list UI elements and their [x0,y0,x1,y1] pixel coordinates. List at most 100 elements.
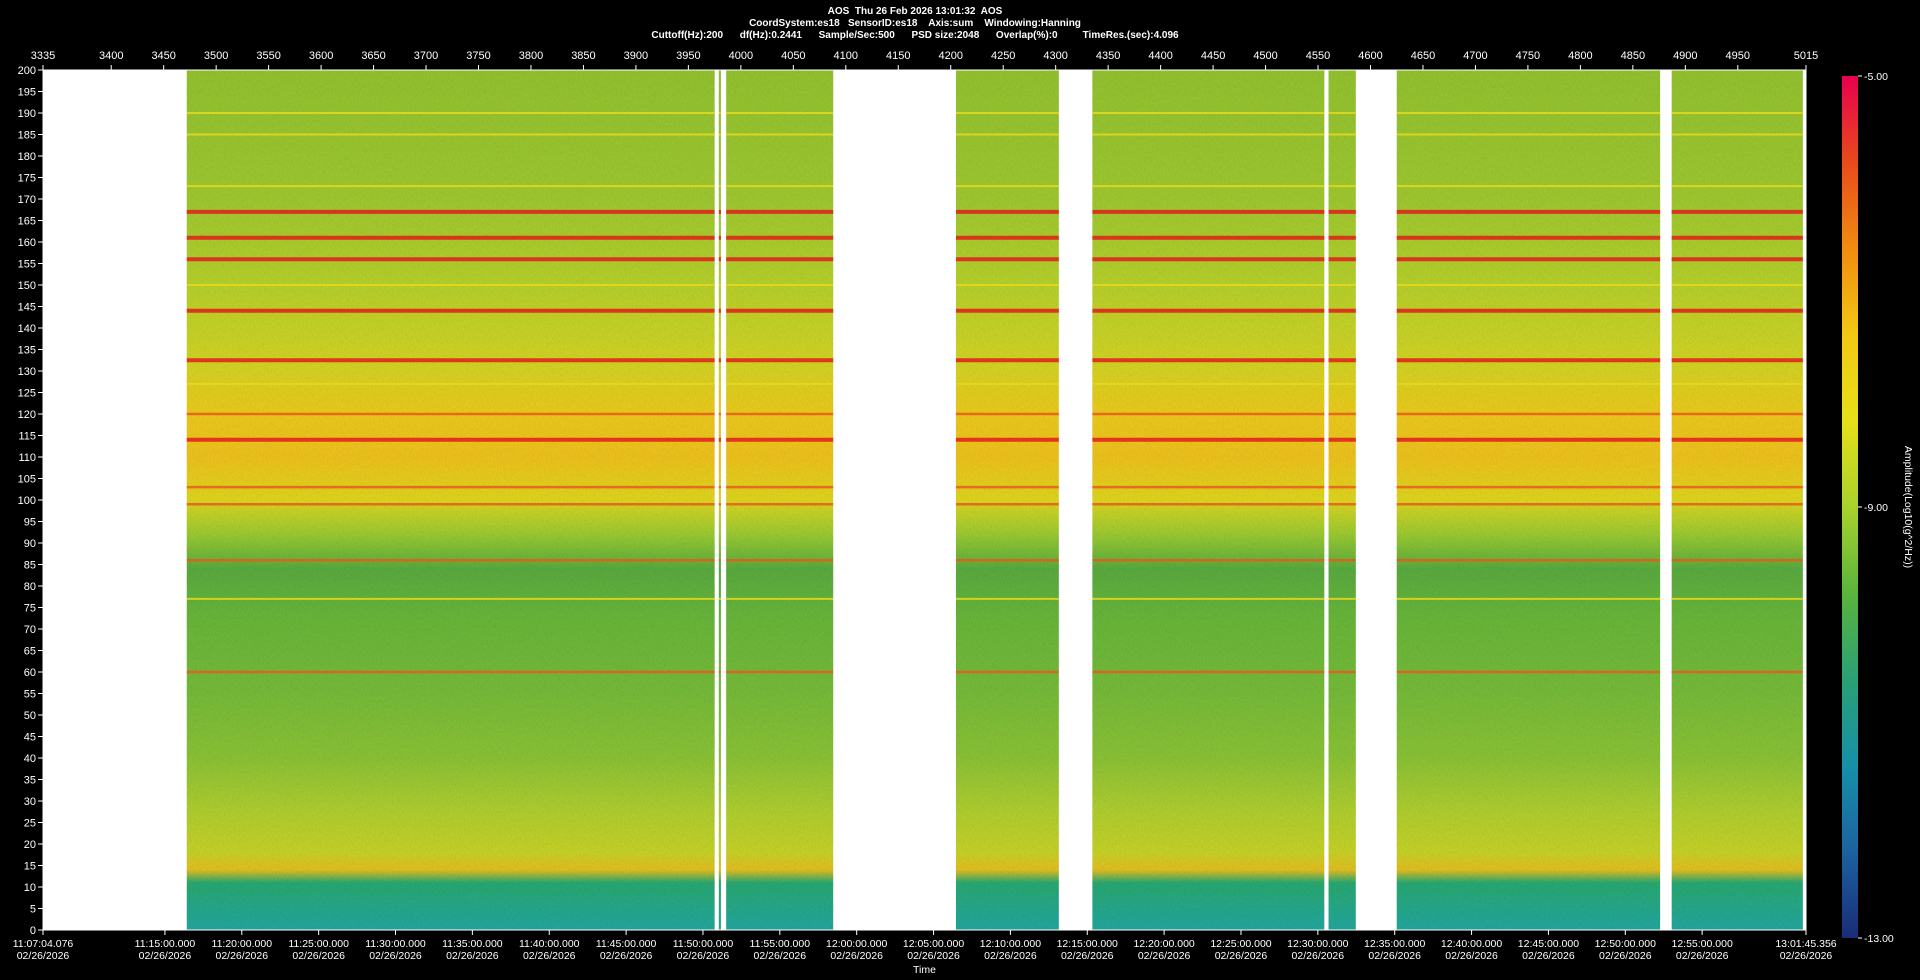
time-tick-label: 11:55:00.000 [750,938,811,950]
y-tick-label: 30 [24,796,36,808]
time-tick-label: 12:40:00.000 [1441,938,1502,950]
colorbar-tick-label: -13.00 [1864,933,1894,945]
time-tick-label: 12:35:00.000 [1364,938,1425,950]
time-tick-label: 12:20:00.000 [1133,938,1194,950]
top-tick-label: 4000 [729,50,753,62]
y-tick-label: 70 [24,624,36,636]
time-tick-label: 12:05:00.000 [903,938,964,950]
data-block [186,70,715,930]
y-tick-label: 155 [18,259,36,271]
colorbar-tick-label: -9.00 [1864,502,1888,514]
chart-subtitle-config: CoordSystem:es18 SensorID:es18 Axis:sum … [749,18,1081,29]
top-tick-label: 3500 [204,50,228,62]
time-tick-label: 11:50:00.000 [673,938,734,950]
data-block [718,70,721,930]
top-tick-label: 4100 [834,50,858,62]
y-tick-label: 90 [24,538,36,550]
top-tick-label: 4150 [886,50,910,62]
time-tick-date: 02/26/2026 [17,950,70,962]
y-tick-label: 100 [18,495,36,507]
y-tick-label: 75 [24,603,36,615]
top-tick-label: 3550 [256,50,280,62]
time-tick-date: 02/26/2026 [1292,950,1345,962]
time-tick-label: 12:30:00.000 [1287,938,1348,950]
time-tick-label: 11:40:00.000 [519,938,580,950]
time-tick-date: 02/26/2026 [1676,950,1729,962]
top-tick-label: 4600 [1358,50,1382,62]
data-block [726,70,834,930]
time-tick-date: 02/26/2026 [1599,950,1652,962]
y-tick-label: 165 [18,216,36,228]
y-tick-label: 95 [24,517,36,529]
top-tick-label: 4400 [1148,50,1172,62]
chart-title: AOS Thu 26 Feb 2026 13:01:32 AOS [827,6,1003,17]
y-tick-label: 115 [18,431,36,443]
y-tick-label: 180 [18,151,36,163]
y-tick-label: 45 [24,732,36,744]
time-tick-date: 02/26/2026 [369,950,422,962]
y-tick-label: 110 [18,452,36,464]
top-tick-label: 4900 [1673,50,1697,62]
spectral-lines [186,112,1803,674]
time-tick-label: 11:45:00.000 [596,938,657,950]
time-tick-label: 12:55:00.000 [1671,938,1732,950]
colorbar-scale [1842,76,1858,938]
colorbar-tick-label: -5.00 [1864,71,1888,83]
y-tick-label: 160 [18,237,36,249]
y-tick-label: 15 [24,861,36,873]
time-tick-date: 02/26/2026 [754,950,807,962]
time-tick-label: 12:50:00.000 [1595,938,1656,950]
time-tick-date: 02/26/2026 [292,950,345,962]
y-tick-label: 170 [18,194,36,206]
time-tick-date: 02/26/2026 [1138,950,1191,962]
x-axis-title: Time [913,964,936,976]
y-tick-label: 175 [18,173,36,185]
time-tick-label: 11:20:00.000 [212,938,273,950]
time-tick-label: 11:07:04.076 [13,938,74,950]
y-tick-label: 60 [24,667,36,679]
time-tick-date: 02/26/2026 [984,950,1037,962]
top-tick-label: 3335 [31,50,55,62]
time-tick-date: 02/26/2026 [1215,950,1268,962]
y-tick-label: 35 [24,775,36,787]
y-tick-label: 5 [30,904,36,916]
time-tick-date: 02/26/2026 [907,950,960,962]
y-tick-label: 10 [24,882,36,894]
top-tick-label: 3800 [519,50,543,62]
time-tick-label: 11:30:00.000 [365,938,426,950]
top-tick-label: 3450 [151,50,175,62]
y-tick-label: 140 [18,323,36,335]
data-block [1092,70,1325,930]
top-tick-label: 5015 [1794,50,1818,62]
y-tick-label: 80 [24,581,36,593]
y-tick-label: 185 [18,130,36,142]
time-tick-label: 12:45:00.000 [1518,938,1579,950]
time-tick-label: 11:35:00.000 [442,938,503,950]
colorbar: -5.00 -9.00 -13.00 Amplitude(Log10(g^2/Hz)) [1842,71,1914,945]
time-tick-date: 02/26/2026 [1522,950,1575,962]
top-tick-label: 3700 [414,50,438,62]
top-tick-label: 4200 [938,50,962,62]
time-tick-label: 12:25:00.000 [1210,938,1271,950]
top-tick-label: 4050 [781,50,805,62]
time-tick-date: 02/26/2026 [1780,950,1833,962]
top-tick-label: 3400 [99,50,123,62]
time-tick-date: 02/26/2026 [600,950,653,962]
data-blocks [43,70,1806,930]
chart-subtitle-params: Cuttoff(Hz):200 df(Hz):0.2441 Sample/Sec… [651,30,1179,41]
time-tick-label: 12:00:00.000 [826,938,887,950]
top-tick-label: 4550 [1306,50,1330,62]
y-tick-label: 120 [18,409,36,421]
axes: 0510152025303540455055606570758085909510… [13,50,1837,976]
time-tick-date: 02/26/2026 [1445,950,1498,962]
data-block [1396,70,1661,930]
time-tick-date: 02/26/2026 [1368,950,1421,962]
top-tick-label: 4300 [1043,50,1067,62]
top-tick-label: 4750 [1516,50,1540,62]
y-tick-label: 150 [18,280,36,292]
top-tick-label: 3900 [624,50,648,62]
top-tick-label: 3750 [466,50,490,62]
y-tick-label: 200 [18,65,36,77]
top-tick-label: 4650 [1411,50,1435,62]
top-tick-label: 3600 [309,50,333,62]
